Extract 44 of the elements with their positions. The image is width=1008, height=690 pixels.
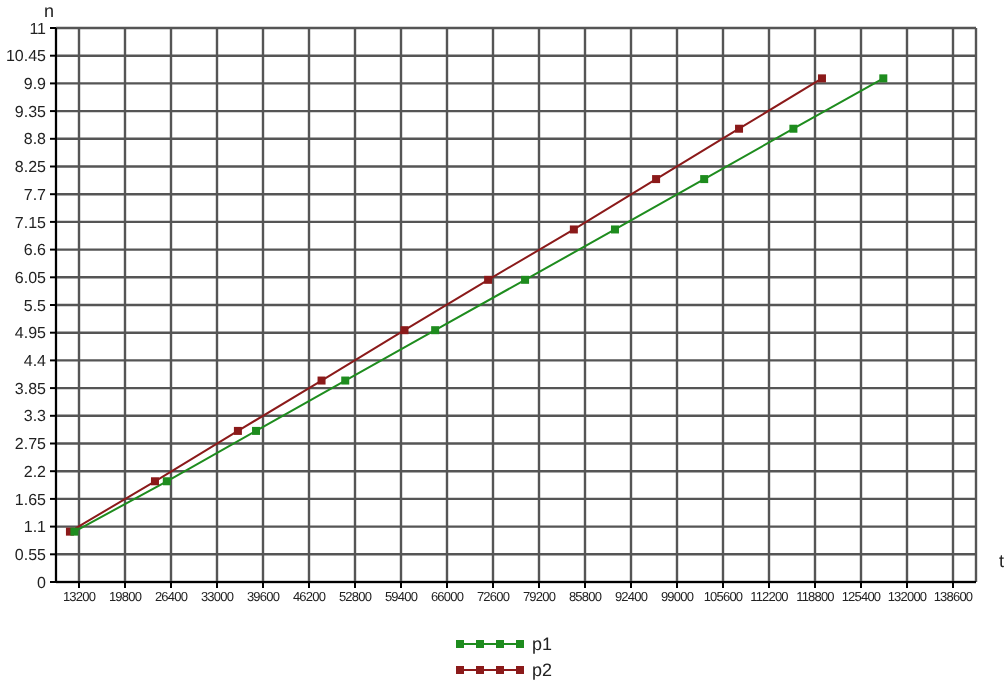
point <box>789 124 798 133</box>
y-tick-label: 9.9 <box>23 75 48 94</box>
point <box>341 376 350 385</box>
y-tick-label: 0 <box>37 573 48 592</box>
point <box>400 326 409 335</box>
point <box>162 477 171 486</box>
y-tick-label: 6.05 <box>14 268 48 287</box>
point <box>652 175 661 184</box>
legend-label: p2 <box>531 659 552 679</box>
y-tick-label: 5.5 <box>23 296 48 315</box>
y-tick-label: 4.4 <box>23 352 48 371</box>
y-tick-label: 3.85 <box>14 379 48 398</box>
y-tick-label: 1.65 <box>14 490 48 509</box>
y-tick-label: 1.1 <box>23 518 48 537</box>
y-tick-label: 7.15 <box>14 213 48 232</box>
point <box>317 376 326 385</box>
point <box>735 124 744 133</box>
y-tick-label: 8.25 <box>14 158 48 177</box>
point <box>879 74 888 83</box>
point <box>817 74 826 83</box>
y-tick-label: 8.8 <box>23 130 48 149</box>
legend-label: p1 <box>531 633 552 653</box>
x-axis-title: t <box>998 550 1005 571</box>
point <box>70 527 79 536</box>
y-tick-label: 10.45 <box>5 47 48 66</box>
y-tick-label: 4.95 <box>14 324 48 343</box>
point <box>569 225 578 234</box>
y-tick-label: 7.7 <box>23 185 48 204</box>
y-tick-label: 11 <box>29 19 48 38</box>
point <box>610 225 619 234</box>
point <box>484 275 493 284</box>
point <box>521 275 530 284</box>
y-tick-label: 9.35 <box>14 102 48 121</box>
y-axis-title: n <box>44 0 55 21</box>
y-tick-label: 6.6 <box>23 241 48 260</box>
y-tick-label: 2.2 <box>23 462 48 481</box>
y-tick-label: 3.3 <box>23 407 48 426</box>
y-tick-label: 2.75 <box>14 435 48 454</box>
point <box>233 426 242 435</box>
point <box>252 426 261 435</box>
point <box>150 477 159 486</box>
y-tick-label: 0.55 <box>14 545 48 564</box>
point <box>431 326 440 335</box>
point <box>700 175 709 184</box>
